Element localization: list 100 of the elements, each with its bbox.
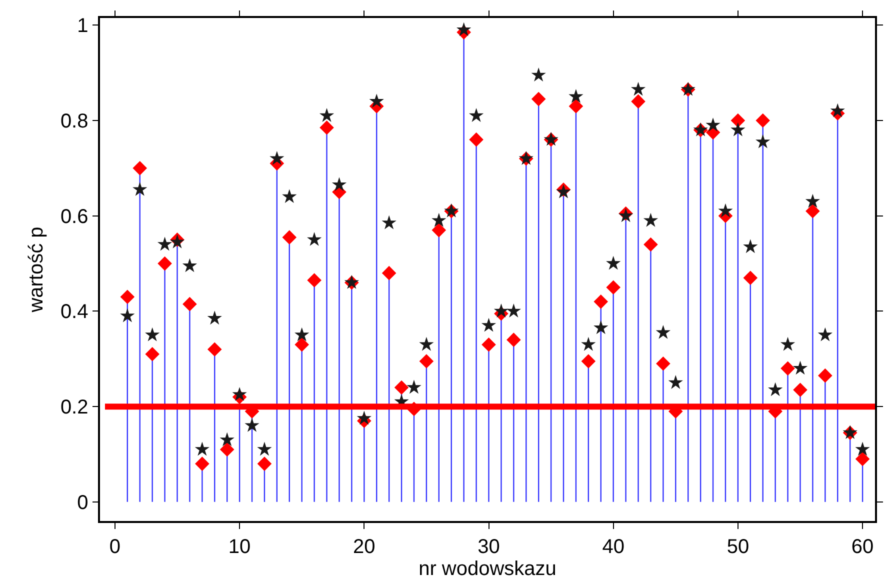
point: [145, 327, 160, 342]
point: [830, 103, 845, 118]
point: [382, 215, 396, 230]
point: [132, 182, 148, 196]
point: [282, 230, 297, 244]
point: [581, 336, 596, 351]
point: [494, 304, 509, 318]
point: [220, 442, 234, 457]
y-tick-label: 0.8: [60, 110, 88, 133]
point: [294, 337, 309, 352]
point: [531, 92, 546, 106]
point: [120, 290, 135, 304]
point: [482, 337, 496, 352]
point: [194, 442, 210, 456]
point: [432, 223, 446, 238]
x-tick-label: 20: [353, 536, 376, 558]
point: [307, 273, 322, 288]
point: [780, 336, 796, 351]
x-tick-label: 30: [478, 536, 500, 558]
point: [506, 304, 521, 318]
point: [656, 324, 670, 339]
point: [120, 308, 135, 322]
point: [792, 360, 808, 375]
point: [855, 442, 870, 456]
point: [793, 382, 808, 398]
point: [382, 266, 396, 280]
point: [132, 161, 148, 176]
x-tick-label: 50: [726, 536, 750, 558]
point: [768, 382, 783, 396]
y-tick-label: 0: [77, 492, 88, 514]
point: [805, 194, 820, 208]
point: [730, 122, 746, 136]
point: [369, 94, 384, 108]
x-axis-title: nr wodowskazu: [418, 558, 556, 580]
point: [818, 368, 832, 383]
point: [730, 113, 746, 128]
point: [294, 327, 310, 342]
point: [469, 132, 484, 147]
point: [594, 294, 608, 309]
point: [606, 256, 621, 270]
point: [182, 296, 197, 312]
point: [756, 134, 770, 148]
y-tick-label: 0.4: [60, 301, 88, 324]
point: [145, 346, 160, 362]
point: [244, 418, 260, 432]
x-tick-label: 60: [851, 536, 874, 558]
point: [419, 354, 434, 368]
point: [207, 342, 222, 357]
point: [606, 280, 620, 295]
point: [394, 380, 409, 395]
point: [568, 99, 584, 114]
point: [630, 82, 646, 96]
point: [456, 22, 472, 36]
point: [356, 410, 372, 425]
point: [220, 432, 234, 446]
y-axis-title: wartość p: [25, 226, 48, 314]
point: [631, 94, 646, 109]
point: [481, 318, 496, 332]
point: [319, 108, 334, 122]
x-tick-label: 40: [602, 536, 624, 558]
y-tick-label: 1: [77, 15, 88, 38]
point: [706, 118, 720, 132]
point: [432, 212, 446, 227]
point: [468, 108, 484, 122]
point: [257, 442, 272, 456]
x-tick-label: 0: [109, 536, 121, 558]
point: [806, 204, 820, 218]
point: [743, 270, 758, 285]
x-tick-label: 10: [228, 536, 251, 558]
point: [855, 452, 870, 466]
y-tick-label: 0.2: [60, 396, 88, 419]
point: [780, 361, 795, 376]
point: [282, 189, 297, 204]
point: [419, 336, 434, 351]
point: [644, 237, 658, 252]
y-tick-label: 0.6: [60, 206, 88, 228]
point: [718, 203, 733, 218]
point: [581, 354, 596, 368]
point: [157, 236, 172, 251]
point: [158, 256, 172, 271]
point: [656, 356, 670, 371]
point: [406, 380, 422, 394]
point: [643, 212, 658, 227]
point: [306, 232, 322, 246]
point: [818, 327, 832, 342]
point: [270, 150, 284, 165]
point: [756, 113, 770, 128]
point: [531, 68, 546, 82]
point: [743, 239, 758, 254]
point: [195, 456, 210, 471]
point: [332, 177, 347, 192]
point: [668, 375, 683, 389]
point: [182, 258, 198, 272]
point: [257, 456, 272, 471]
point: [320, 120, 334, 135]
point: [594, 320, 608, 334]
point: [207, 310, 222, 325]
point: [568, 88, 584, 103]
point: [506, 332, 521, 347]
point: [232, 386, 247, 401]
